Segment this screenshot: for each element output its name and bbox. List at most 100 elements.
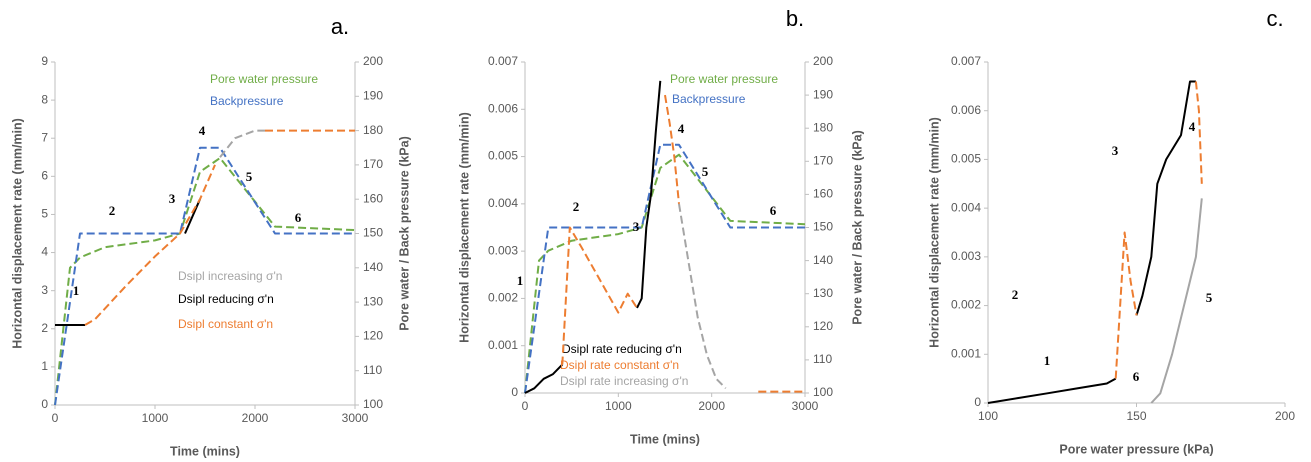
annotation: 4 (199, 123, 206, 138)
annotation: 1 (73, 283, 80, 298)
y-tick-label: 0.007 (951, 54, 981, 68)
x-axis-label: Pore water pressure (kPa) (1059, 442, 1213, 456)
x-tick-label: 3000 (792, 399, 819, 413)
y-axis-label: Horizontal displacement rate (mm/min) (457, 112, 471, 343)
y2-tick-label: 100 (813, 385, 833, 399)
x-tick-label: 2000 (698, 399, 725, 413)
y-tick-label: 0 (41, 397, 48, 411)
y2-tick-label: 110 (813, 352, 832, 366)
x-tick-label: 0 (522, 399, 529, 413)
annotation: 2 (1012, 287, 1019, 302)
x-tick-label: 0 (52, 411, 59, 425)
x-tick-label: 2000 (242, 411, 269, 425)
y2-tick-label: 140 (813, 253, 833, 267)
y2-tick-label: 190 (363, 88, 383, 102)
y-tick-label: 0.004 (488, 196, 518, 210)
y2-tick-label: 180 (363, 123, 383, 137)
panel-label: c. (1266, 6, 1283, 31)
y2-tick-label: 160 (363, 191, 383, 205)
y-tick-label: 8 (41, 92, 48, 106)
y2-tick-label: 130 (363, 294, 383, 308)
y2-tick-label: 200 (813, 54, 833, 68)
y-tick-label: 6 (41, 169, 48, 183)
legend-entry: Dsipl rate reducing σ'n (562, 342, 682, 356)
x-tick-label: 100 (978, 409, 998, 423)
y-tick-label: 1 (41, 359, 48, 373)
annotation: 2 (573, 199, 580, 214)
series-line (1114, 81, 1203, 379)
y2-tick-label: 180 (813, 120, 833, 134)
series-line (55, 198, 201, 326)
annotation: 2 (109, 203, 116, 218)
y-tick-label: 0.002 (951, 298, 981, 312)
legend-entry: Dsipl constant σ'n (178, 317, 273, 331)
x-tick-label: 3000 (342, 411, 369, 425)
legend-entry: Dsipl increasing σ'n (178, 269, 282, 283)
y-tick-label: 9 (41, 54, 48, 68)
y-axis-label: Horizontal displacement rate (mm/min) (927, 117, 941, 348)
series-line (54, 146, 355, 406)
legend-entry: Pore water pressure (670, 72, 778, 86)
panel-label: b. (786, 6, 804, 31)
y2-tick-label: 170 (813, 153, 833, 167)
y2-tick-label: 120 (363, 329, 383, 343)
y-tick-label: 0.001 (951, 346, 981, 360)
y-tick-label: 7 (41, 130, 48, 144)
y-tick-label: 0.003 (951, 249, 981, 263)
y-tick-label: 0.003 (488, 243, 518, 257)
annotation: 6 (295, 210, 302, 225)
y-tick-label: 5 (41, 207, 48, 221)
y2-tick-label: 190 (813, 87, 833, 101)
annotation: 3 (169, 191, 176, 206)
y-axis-label: Horizontal displacement rate (mm/min) (10, 118, 24, 349)
y-tick-label: 0.005 (488, 149, 518, 163)
annotation: 3 (633, 219, 640, 234)
y2-tick-label: 140 (363, 260, 383, 274)
y2-tick-label: 130 (813, 286, 833, 300)
y-tick-label: 0.006 (488, 101, 518, 115)
y-tick-label: 0.005 (951, 152, 981, 166)
y2-tick-label: 150 (363, 226, 383, 240)
annotation: 5 (246, 169, 253, 184)
legend-entry: Dsipl rate constant σ'n (560, 358, 679, 372)
x-axis-label: Time (mins) (170, 444, 240, 458)
y2-tick-label: 150 (813, 220, 833, 234)
x-tick-label: 1000 (142, 411, 169, 425)
x-axis-label: Time (mins) (630, 432, 700, 446)
y-tick-label: 0 (511, 385, 518, 399)
series-line (524, 153, 806, 394)
y-tick-label: 0.006 (951, 103, 981, 117)
annotation: 1 (517, 273, 524, 288)
y2-tick-label: 170 (363, 157, 383, 171)
annotation: 3 (1112, 143, 1119, 158)
legend-entry: Backpressure (672, 92, 746, 106)
series-line (219, 129, 265, 158)
y-tick-label: 3 (41, 283, 48, 297)
y-tick-label: 0.007 (488, 54, 518, 68)
series-line (524, 143, 805, 394)
annotation: 1 (1044, 353, 1051, 368)
y2-tick-label: 200 (363, 54, 383, 68)
y2-tick-label: 100 (363, 397, 383, 411)
annotation: 6 (770, 203, 777, 218)
y-tick-label: 4 (41, 245, 48, 259)
series-line (1150, 198, 1203, 404)
legend-entry: Dsipl reducing σ'n (178, 292, 274, 306)
x-tick-label: 150 (1126, 409, 1146, 423)
y2-axis-label: Pore water / Back pressure (kPa) (397, 136, 411, 331)
series-line (561, 94, 805, 393)
legend-entry: Backpressure (210, 94, 284, 108)
y-tick-label: 0.001 (488, 338, 518, 352)
series-line (84, 129, 355, 326)
x-tick-label: 1000 (605, 399, 632, 413)
x-tick-label: 200 (1275, 409, 1295, 423)
annotation: 4 (678, 121, 685, 136)
y-tick-label: 2 (41, 321, 48, 335)
panel-label: a. (331, 14, 349, 39)
annotation: 6 (1133, 369, 1140, 384)
y-tick-label: 0.004 (951, 200, 981, 214)
y-tick-label: 0 (974, 395, 981, 409)
annotation: 5 (1206, 290, 1213, 305)
series-line (524, 80, 662, 394)
